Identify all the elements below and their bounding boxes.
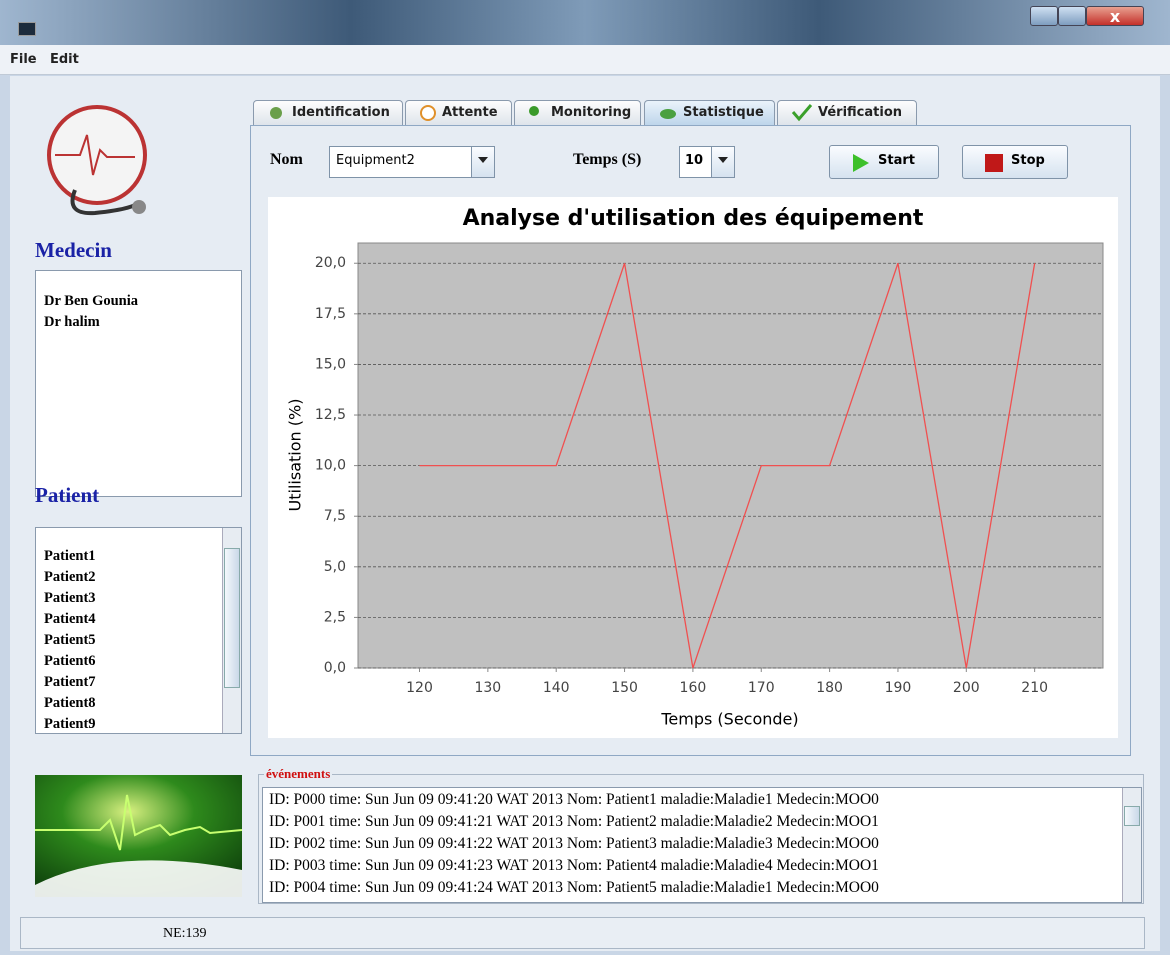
time-label: Temps (S) <box>573 151 641 169</box>
name-label: Nom <box>270 151 303 169</box>
combo-arrow[interactable] <box>711 147 734 177</box>
chart: Analyse d'utilisation des équipement Tem… <box>268 197 1118 738</box>
stop-icon <box>985 154 1003 172</box>
status-text: NE:139 <box>163 926 207 941</box>
title-bar: x <box>0 0 1170 45</box>
patient-item: Patient9 <box>44 714 233 734</box>
x-tick-label: 130 <box>474 680 501 696</box>
banner-image <box>35 775 242 897</box>
x-tick-label: 170 <box>748 680 775 696</box>
patient-item: Patient8 <box>44 693 233 714</box>
patient-item: Patient4 <box>44 609 233 630</box>
doctor-item: Dr Ben Gounia <box>44 291 233 312</box>
x-tick-label: 210 <box>1021 680 1048 696</box>
logo <box>35 95 160 225</box>
x-tick-label: 190 <box>885 680 912 696</box>
combo-arrow[interactable] <box>471 147 494 177</box>
y-tick-label: 0,0 <box>324 660 346 676</box>
plot-area <box>358 243 1103 668</box>
time-combo[interactable]: 10 <box>679 146 735 178</box>
doctor-item: Dr halim <box>44 312 233 333</box>
y-tick-label: 12,5 <box>315 407 346 423</box>
menu-bar: File Edit <box>0 45 1170 75</box>
combo-value: Equipment2 <box>336 153 415 168</box>
y-tick-label: 2,5 <box>324 609 346 625</box>
stop-button[interactable]: Stop <box>962 145 1068 179</box>
y-tick-label: 10,0 <box>315 458 346 474</box>
event-line: ID: P002 time: Sun Jun 09 09:41:22 WAT 2… <box>269 833 1135 855</box>
y-tick-label: 15,0 <box>315 356 346 372</box>
events-log[interactable]: ID: P000 time: Sun Jun 09 09:41:20 WAT 2… <box>262 787 1142 903</box>
app-window: x File Edit Medecin Dr Ben GouniaDr hali… <box>0 0 1170 955</box>
tab-icons <box>253 100 923 126</box>
y-tick-label: 5,0 <box>324 559 346 575</box>
patient-item: Patient2 <box>44 567 233 588</box>
event-line: ID: P000 time: Sun Jun 09 09:41:20 WAT 2… <box>269 789 1135 811</box>
x-tick-label: 160 <box>680 680 707 696</box>
doctors-heading: Medecin <box>35 238 112 263</box>
menu-item[interactable]: Edit <box>50 52 79 67</box>
x-tick-label: 180 <box>816 680 843 696</box>
equipment-combo[interactable]: Equipment2 <box>329 146 495 178</box>
y-axis-label: Utilisation (%) <box>286 399 305 512</box>
button-label: Stop <box>1011 153 1045 168</box>
x-tick-label: 200 <box>953 680 980 696</box>
y-tick-label: 7,5 <box>324 508 346 524</box>
patient-item: Patient7 <box>44 672 233 693</box>
app-icon <box>18 22 36 36</box>
start-icon <box>852 154 870 172</box>
chart-title: Analyse d'utilisation des équipement <box>463 206 924 231</box>
event-line: ID: P001 time: Sun Jun 09 09:41:21 WAT 2… <box>269 811 1135 833</box>
maximize-button[interactable] <box>1058 6 1086 26</box>
y-tick-label: 20,0 <box>315 255 346 271</box>
patient-item: Patient6 <box>44 651 233 672</box>
patient-item: Patient1 <box>44 546 233 567</box>
x-tick-label: 150 <box>611 680 638 696</box>
event-line: ID: P004 time: Sun Jun 09 09:41:24 WAT 2… <box>269 877 1135 899</box>
minimize-button[interactable] <box>1030 6 1058 26</box>
combo-value: 10 <box>685 153 703 168</box>
menu-item[interactable]: File <box>10 52 37 67</box>
patient-item: Patient5 <box>44 630 233 651</box>
button-label: Start <box>878 153 915 168</box>
y-tick-label: 17,5 <box>315 306 346 322</box>
patient-item: Patient3 <box>44 588 233 609</box>
status-bar: NE:139 <box>20 917 1145 949</box>
events-title: événements <box>264 766 332 782</box>
event-line: ID: P003 time: Sun Jun 09 09:41:23 WAT 2… <box>269 855 1135 877</box>
x-tick-label: 140 <box>543 680 570 696</box>
x-axis-label: Temps (Seconde) <box>660 710 798 729</box>
patients-heading: Patient <box>35 483 99 508</box>
close-button[interactable]: x <box>1086 6 1144 26</box>
start-button[interactable]: Start <box>829 145 939 179</box>
x-tick-label: 120 <box>406 680 433 696</box>
